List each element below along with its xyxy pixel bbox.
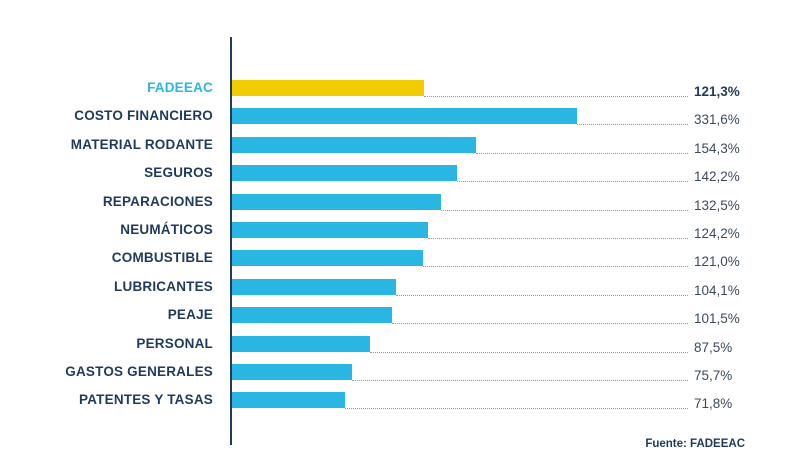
category-label: GASTOS GENERALES [65,364,213,379]
category-label: FADEEAC [147,80,213,95]
data-label: 75,7% [694,368,733,383]
leader-line [428,238,688,239]
data-label: 132,5% [694,197,740,213]
leader-line [396,294,688,296]
bar [232,392,346,409]
leader-line [456,181,688,183]
bar [232,222,429,238]
bar [232,165,457,182]
data-label: 154,3% [694,140,740,156]
data-label: 142,2% [694,169,740,185]
bar [232,250,424,267]
category-label: COMBUSTIBLE [111,250,213,266]
bar [232,80,424,96]
data-label: 71,8% [694,396,733,412]
leader-line [370,351,688,353]
data-label: 124,2% [694,226,740,241]
category-label: LUBRICANTES [114,278,213,294]
category-label: REPARACIONES [102,193,213,209]
leader-line [345,408,688,410]
data-label: 87,5% [694,339,733,355]
bar [232,136,476,153]
data-label: 121,0% [694,254,740,270]
bar [232,278,397,295]
leader-line [441,209,688,211]
leader-line [351,380,688,381]
data-label: 331,6% [694,112,740,128]
leader-line [423,96,688,97]
category-label: SEGUROS [144,165,213,181]
bar [232,108,577,125]
bar [232,364,352,380]
bar [232,335,371,352]
data-label: 104,1% [694,282,740,298]
category-label: PATENTES Y TASAS [79,392,213,408]
category-label: NEUMÁTICOS [120,222,213,237]
leader-line [423,266,688,268]
category-label: COSTO FINANCIERO [74,108,213,124]
y-axis-line [230,37,232,445]
data-label: 101,5% [694,311,740,327]
leader-line [475,152,688,154]
category-label: MATERIAL RODANTE [70,136,213,152]
leader-line [392,323,688,325]
category-label: PEAJE [167,307,213,323]
leader-line [577,124,688,126]
bar [232,307,393,324]
bar [232,193,442,210]
category-label: PERSONAL [136,335,213,351]
data-label: 121,3% [694,84,740,99]
source-note: Fuente: FADEEAC [645,438,745,450]
